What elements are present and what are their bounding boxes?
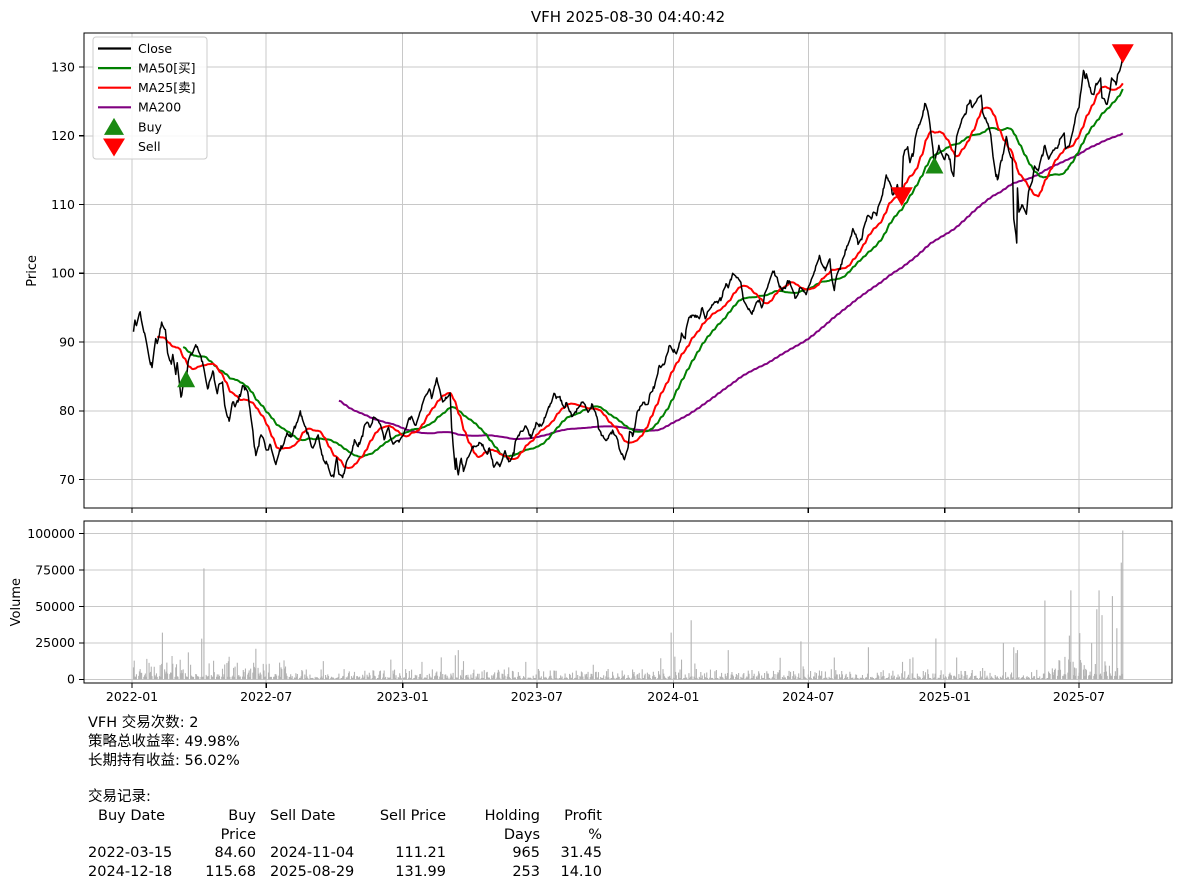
trade-row-profit: 14.10 xyxy=(546,863,602,881)
legend-label: MA200 xyxy=(138,100,181,115)
date-tick-label: 2025-07 xyxy=(1053,689,1105,704)
legend-label: MA50[买] xyxy=(138,60,196,75)
trade-summary: VFH 交易次数: 2 策略总收益率: 49.98% 长期持有收益: 56.02… xyxy=(88,714,602,881)
legend-label: Close xyxy=(138,41,172,56)
price-tick-label: 100 xyxy=(51,266,75,281)
col-header-sell-price: Sell Price xyxy=(368,807,446,844)
trade-row-buy-date: 2024-12-18 xyxy=(88,863,186,881)
gridlines xyxy=(84,33,1172,683)
trade-row-sell-date: 2025-08-29 xyxy=(262,863,362,881)
trades-count-line: VFH 交易次数: 2 xyxy=(88,714,602,733)
trade-row-buy-price: 84.60 xyxy=(192,844,256,863)
price-tick-label: 80 xyxy=(59,403,75,418)
volume-tick-label: 25000 xyxy=(35,635,75,650)
hold-return-line: 长期持有收益: 56.02% xyxy=(88,752,602,771)
trade-row-buy-date: 2022-03-15 xyxy=(88,844,186,863)
date-tick-label: 2022-01 xyxy=(106,689,158,704)
volume-tick-label: 50000 xyxy=(35,599,75,614)
volume-tick-label: 100000 xyxy=(27,526,75,541)
date-tick-label: 2025-01 xyxy=(919,689,971,704)
trade-records-table: Buy Date Buy Price Sell Date Sell Price … xyxy=(88,807,602,881)
col-header-sell-date: Sell Date xyxy=(262,807,362,844)
buy-marker xyxy=(177,370,195,387)
col-header-profit: Profit % xyxy=(546,807,602,844)
price-tick-label: 120 xyxy=(51,128,75,143)
ma200-line xyxy=(339,133,1123,439)
trade-row-profit: 31.45 xyxy=(546,844,602,863)
price-volume-chart: 70 80 90 100 110 120 130 0 25000 50000 75000 100000… xyxy=(0,0,1180,710)
price-tick-label: 130 xyxy=(51,59,75,74)
legend-label: Buy xyxy=(138,119,162,134)
price-tick-label: 110 xyxy=(51,197,75,212)
trade-row-sell-date: 2024-11-04 xyxy=(262,844,362,863)
volume-axis-label: Volume xyxy=(8,521,24,683)
close-line xyxy=(133,53,1122,477)
trade-row-holding-days: 253 xyxy=(452,863,540,881)
trade-records-title: 交易记录: xyxy=(88,788,602,807)
price-tick-label: 90 xyxy=(59,334,75,349)
col-header-buy-price: Buy Price xyxy=(192,807,256,844)
legend-label: Sell xyxy=(138,139,161,154)
date-tick-label: 2023-01 xyxy=(377,689,429,704)
col-header-holding-days: Holding Days xyxy=(452,807,540,844)
sell-marker xyxy=(1112,44,1134,63)
ma25-line xyxy=(157,83,1123,468)
price-axis-label: Price xyxy=(24,33,40,508)
strategy-return-line: 策略总收益率: 49.98% xyxy=(88,733,602,752)
date-tick-label: 2023-07 xyxy=(511,689,563,704)
trade-row-sell-price: 131.99 xyxy=(368,863,446,881)
date-tick-label: 2024-07 xyxy=(782,689,834,704)
legend-label: MA25[卖] xyxy=(138,80,196,95)
chart-title: VFH 2025-08-30 04:40:42 xyxy=(84,8,1172,26)
trade-row-holding-days: 965 xyxy=(452,844,540,863)
legend: Close MA50[买] MA25[卖] MA200 Buy Sell xyxy=(93,37,207,159)
date-tick-label: 2024-01 xyxy=(647,689,699,704)
trade-row-sell-price: 111.21 xyxy=(368,844,446,863)
price-tick-label: 70 xyxy=(59,472,75,487)
volume-bars xyxy=(133,530,1122,679)
trade-row-buy-price: 115.68 xyxy=(192,863,256,881)
volume-tick-label: 75000 xyxy=(35,562,75,577)
date-tick-label: 2022-07 xyxy=(240,689,292,704)
col-header-buy-date: Buy Date xyxy=(88,807,186,844)
volume-tick-label: 0 xyxy=(67,672,75,687)
plot-borders xyxy=(84,33,1172,683)
